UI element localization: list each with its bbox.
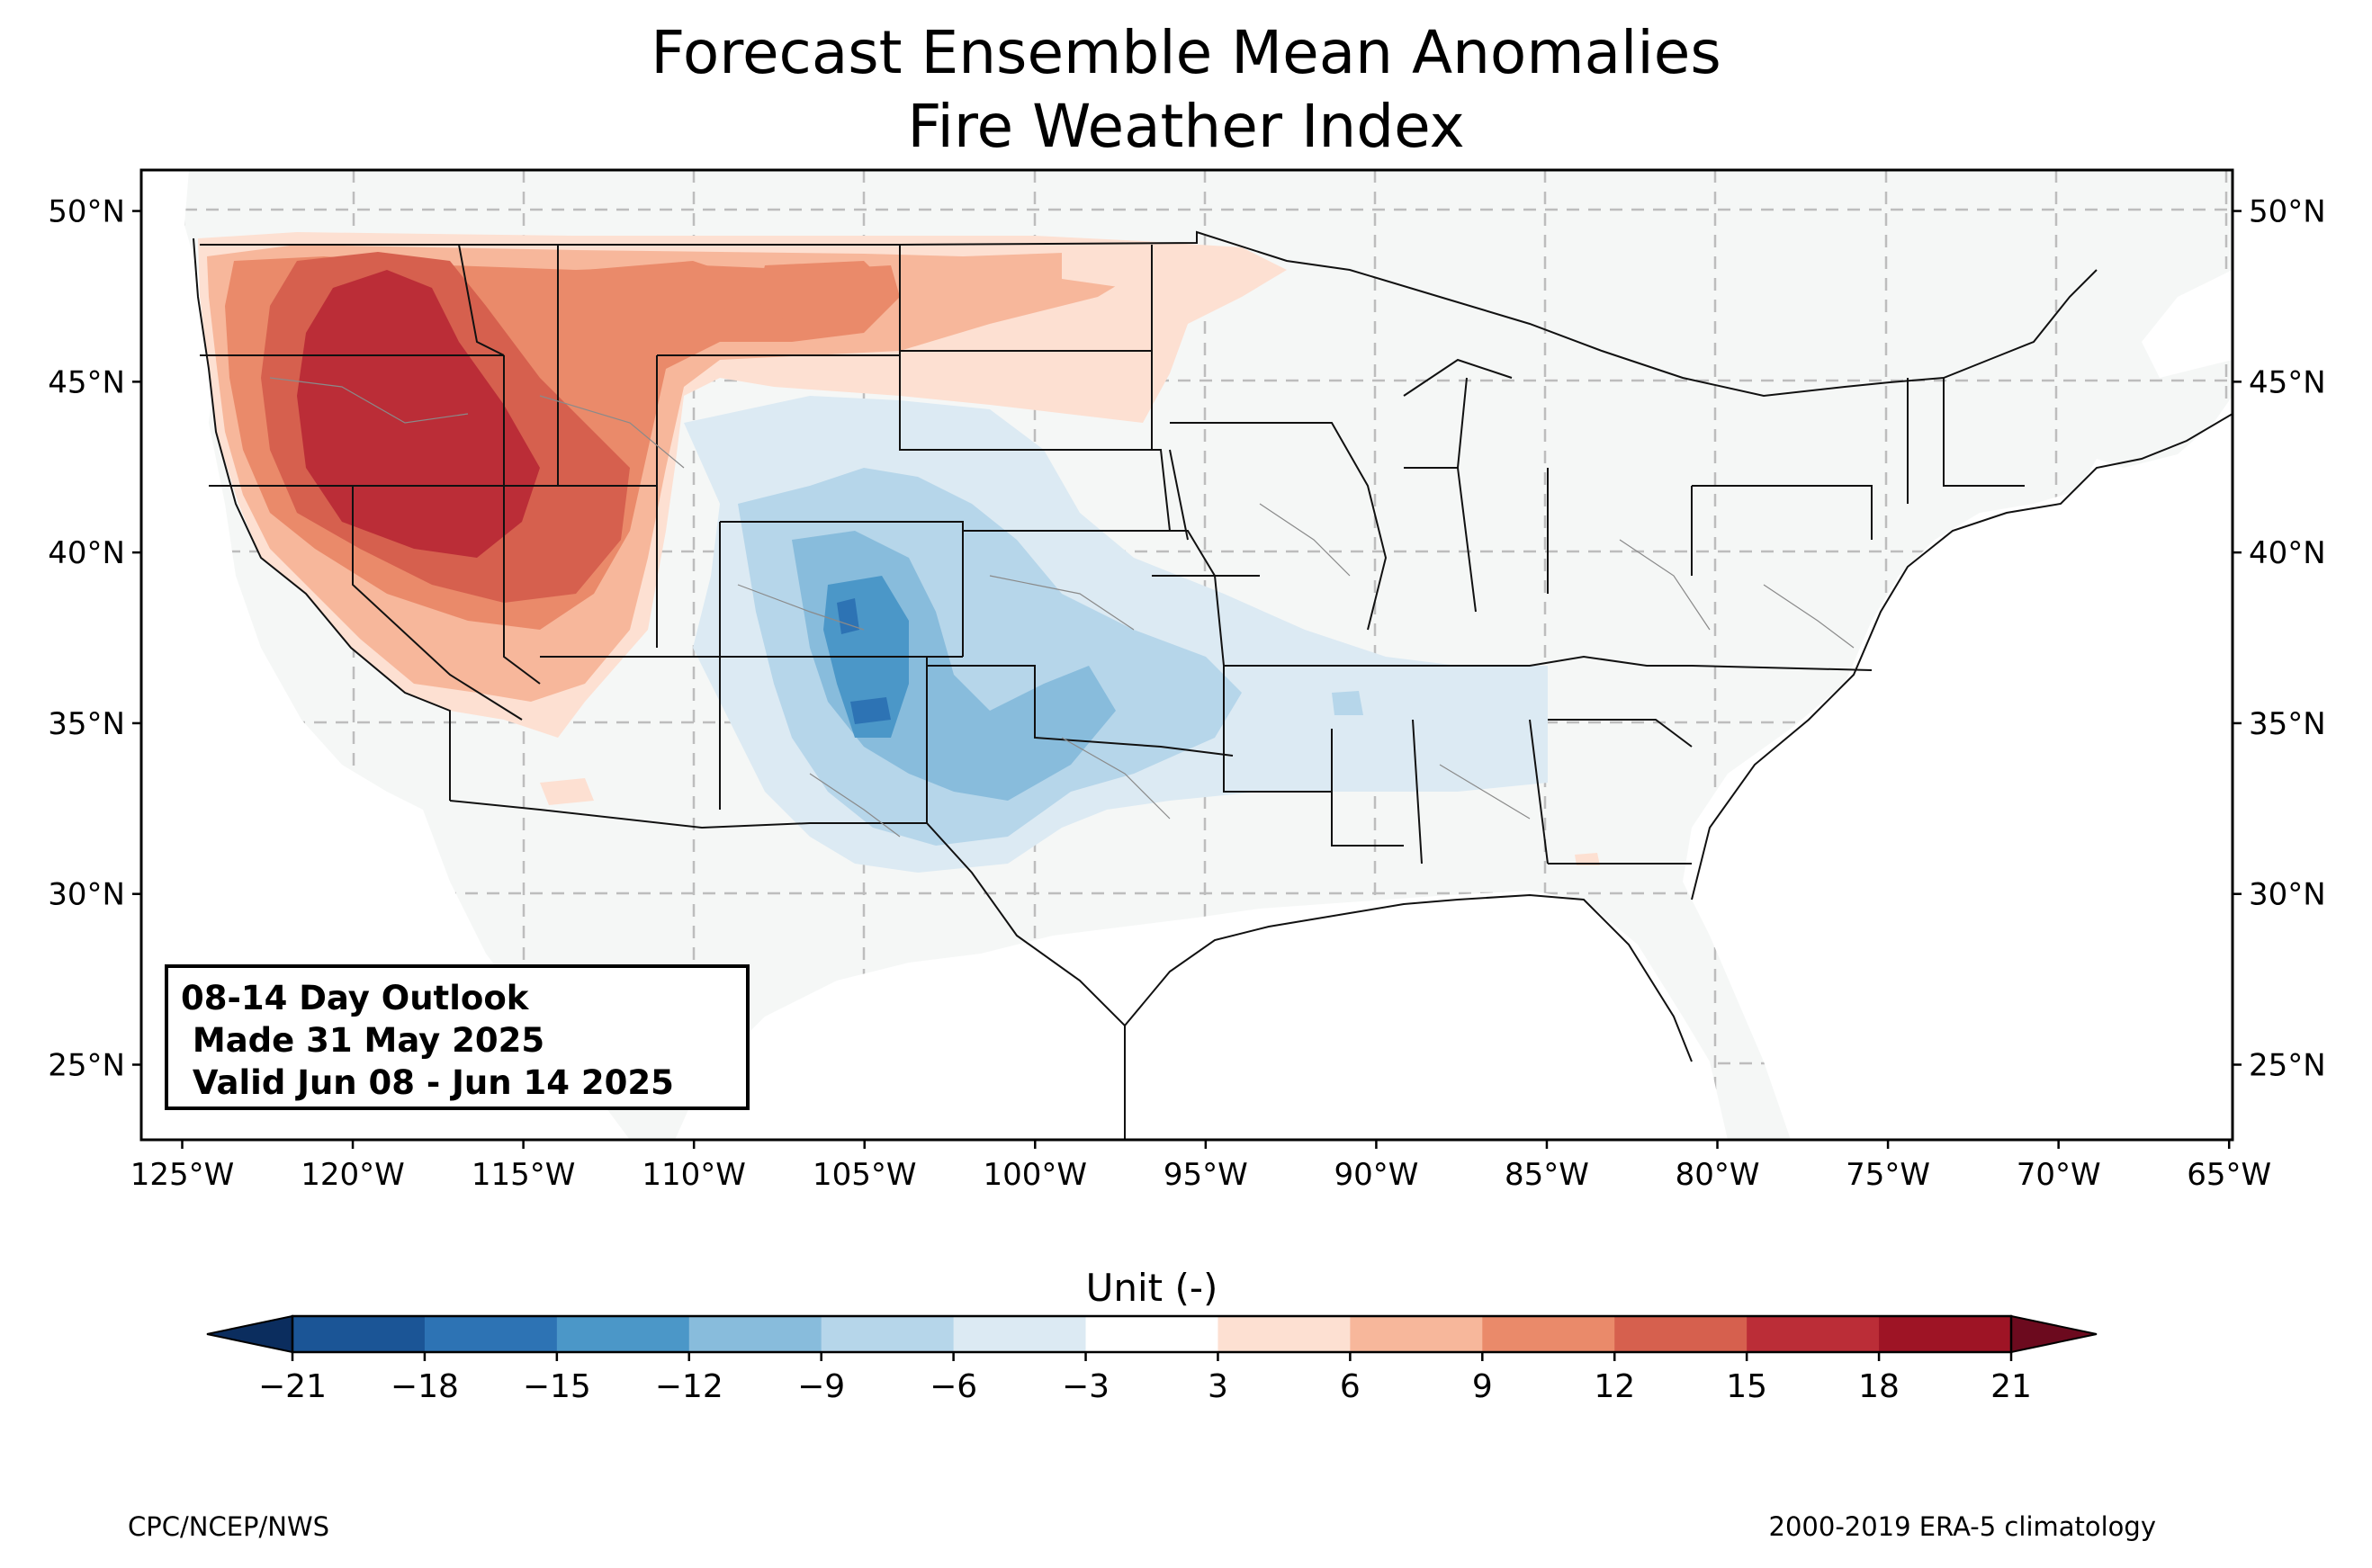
lon-tick-label: 65°W <box>2187 1157 2271 1193</box>
colorbar-unit-label: Unit (-) <box>1085 1266 1218 1310</box>
outlook-valid-range: Valid Jun 08 - Jun 14 2025 <box>181 1063 674 1102</box>
colorbar-tick-label: 3 <box>1208 1368 1228 1405</box>
lat-tick-label-left: 45°N <box>48 364 125 400</box>
minor-boundaries <box>269 377 1855 838</box>
lat-tick-label-left: 35°N <box>48 706 125 742</box>
outlook-made-date: Made 31 May 2025 <box>181 1021 545 1060</box>
colorbar-tick-label: 6 <box>1340 1368 1361 1405</box>
colorbar-segment <box>556 1316 690 1352</box>
colorbar-extend-low <box>206 1314 293 1354</box>
lat-tick-label-right: 25°N <box>2249 1047 2326 1083</box>
colorbar-tick-label: 18 <box>1858 1368 1900 1405</box>
colorbar-segment <box>821 1316 955 1352</box>
latitude-tick-labels-right: 50°N 45°N 40°N 35°N 30°N 25°N <box>2233 194 2326 1083</box>
colorbar-tick-label: −12 <box>655 1368 723 1405</box>
lon-tick-label: 85°W <box>1505 1157 1589 1193</box>
colorbar-tick-label: 15 <box>1726 1368 1767 1405</box>
positive-anomaly-fill <box>198 232 1600 865</box>
lon-tick-label: 80°W <box>1676 1157 1760 1193</box>
latitude-tick-labels-left: 50°N 45°N 40°N 35°N 30°N 25°N <box>48 194 141 1083</box>
colorbar-segment <box>1879 1316 2012 1352</box>
colorbar-segment <box>1217 1316 1351 1352</box>
colorbar-segment <box>688 1316 822 1352</box>
colorbar-segment <box>292 1316 426 1352</box>
lon-tick-label: 125°W <box>130 1157 235 1193</box>
lon-tick-label: 70°W <box>2017 1157 2101 1193</box>
colorbar-tick-label: −15 <box>523 1368 591 1405</box>
lon-tick-label: 75°W <box>1846 1157 1930 1193</box>
lat-tick-label-left: 25°N <box>48 1047 125 1083</box>
lat-tick-label-right: 45°N <box>2249 364 2326 400</box>
lat-tick-label-right: 35°N <box>2249 706 2326 742</box>
lon-tick-label: 115°W <box>472 1157 576 1193</box>
boundaries <box>193 230 2233 1140</box>
lon-tick-label: 105°W <box>813 1157 917 1193</box>
title-line-2: Fire Weather Index <box>907 92 1465 161</box>
colorbar-tick-label: −21 <box>258 1368 327 1405</box>
footer-source: CPC/NCEP/NWS <box>128 1511 330 1542</box>
lon-tick-label: 110°W <box>642 1157 746 1193</box>
colorbar-tick-label: −9 <box>797 1368 845 1405</box>
ocean-areas <box>141 170 2233 1140</box>
lat-tick-label-left: 30°N <box>48 877 125 913</box>
colorbar-tick-label: −6 <box>930 1368 977 1405</box>
footer-climatology: 2000-2019 ERA-5 climatology <box>1768 1511 2156 1542</box>
lon-tick-label: 100°W <box>984 1157 1088 1193</box>
colorbar-segment <box>1747 1316 1880 1352</box>
colorbar-tick-label: −18 <box>391 1368 459 1405</box>
outlook-info-box: 08-14 Day Outlook Made 31 May 2025 Valid… <box>165 964 750 1110</box>
title-line-1: Forecast Ensemble Mean Anomalies <box>651 18 1721 87</box>
lat-tick-label-right: 30°N <box>2249 877 2326 913</box>
colorbar-segment <box>953 1316 1087 1352</box>
colorbar-segment <box>1350 1316 1483 1352</box>
colorbar-tick-label: 12 <box>1594 1368 1635 1405</box>
longitude-tick-labels: 125°W 120°W 115°W 110°W 105°W 100°W 95°W 90°W 85… <box>130 1140 2271 1193</box>
lat-tick-label-right: 50°N <box>2249 194 2326 230</box>
colorbar-outline <box>291 1314 2013 1354</box>
colorbar-tick-label: 21 <box>1990 1368 2032 1405</box>
colorbar-extend-high <box>2010 1314 2098 1354</box>
map-frame <box>139 168 2234 1142</box>
lat-tick-label-left: 50°N <box>48 194 125 230</box>
lon-tick-label: 120°W <box>301 1157 405 1193</box>
colorbar-tick-label: −3 <box>1062 1368 1110 1405</box>
lat-tick-label-left: 40°N <box>48 535 125 571</box>
outlook-title: 08-14 Day Outlook <box>181 979 529 1017</box>
lon-tick-label: 95°W <box>1164 1157 1248 1193</box>
lon-tick-label: 90°W <box>1334 1157 1418 1193</box>
colorbar-segment <box>1085 1316 1218 1352</box>
colorbar-segment <box>1614 1316 1748 1352</box>
lat-tick-label-right: 40°N <box>2249 535 2326 571</box>
colorbar-tick-label: 9 <box>1472 1368 1493 1405</box>
colorbar-segment <box>424 1316 558 1352</box>
colorbar-segment <box>1482 1316 1615 1352</box>
colorbar: −21 −18 −15 −12 −9 −6 −3 3 6 9 12 15 18 21 <box>206 1314 2098 1405</box>
